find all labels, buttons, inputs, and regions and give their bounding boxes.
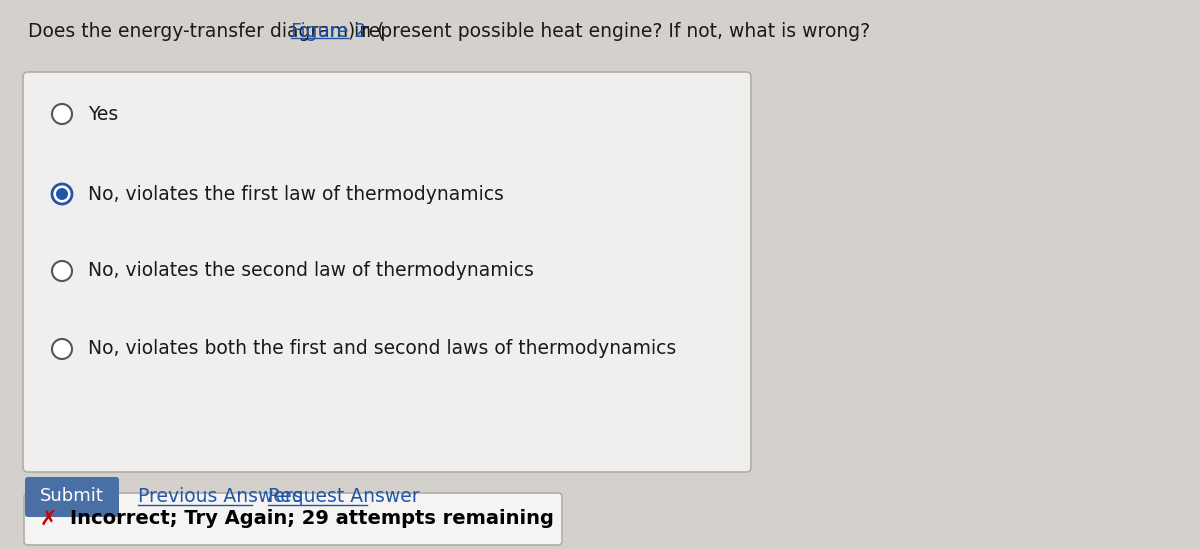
Text: Submit: Submit (40, 487, 104, 505)
Circle shape (56, 188, 68, 200)
Text: Figure 2: Figure 2 (290, 22, 366, 41)
Circle shape (52, 104, 72, 124)
FancyBboxPatch shape (25, 477, 119, 517)
Text: Does the energy-transfer diagram in (: Does the energy-transfer diagram in ( (28, 22, 384, 41)
Text: Request Answer: Request Answer (268, 486, 419, 506)
Text: No, violates the first law of thermodynamics: No, violates the first law of thermodyna… (88, 184, 504, 204)
Text: Previous Answers: Previous Answers (138, 486, 302, 506)
Text: Yes: Yes (88, 104, 119, 124)
Circle shape (52, 261, 72, 281)
Text: No, violates both the first and second laws of thermodynamics: No, violates both the first and second l… (88, 339, 677, 358)
Text: ✗: ✗ (40, 509, 56, 529)
FancyBboxPatch shape (23, 72, 751, 472)
Circle shape (52, 339, 72, 359)
Text: No, violates the second law of thermodynamics: No, violates the second law of thermodyn… (88, 261, 534, 281)
Circle shape (52, 184, 72, 204)
Text: Incorrect; Try Again; 29 attempts remaining: Incorrect; Try Again; 29 attempts remain… (70, 509, 554, 529)
FancyBboxPatch shape (24, 493, 562, 545)
Text: ) represent possible heat engine? If not, what is wrong?: ) represent possible heat engine? If not… (348, 22, 870, 41)
